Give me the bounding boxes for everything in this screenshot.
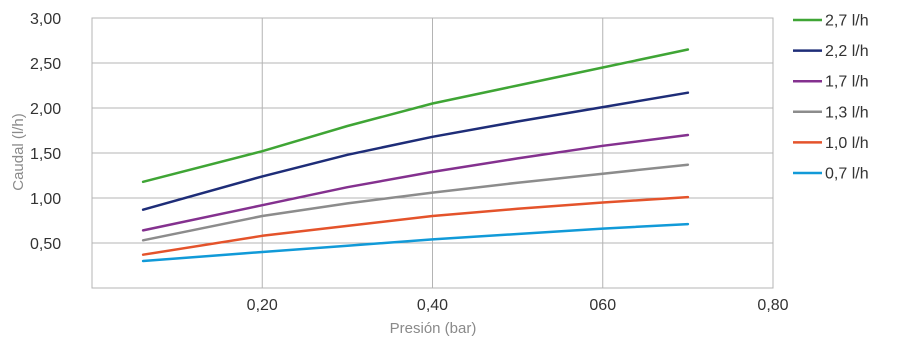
- plot-frame: [91, 17, 774, 289]
- series-line: [141, 195, 690, 256]
- series-line: [141, 48, 690, 184]
- y-tick-label: 2,50: [30, 56, 61, 73]
- series-lines: [141, 48, 690, 263]
- y-axis-title: Caudal (l/h): [10, 113, 27, 191]
- legend-label: 1,7 l/h: [825, 74, 869, 91]
- y-tick-label: 1,00: [30, 191, 61, 208]
- x-tick-label: 0,20: [247, 297, 278, 314]
- series-line: [141, 222, 690, 263]
- x-axis-title: Presión (bar): [390, 320, 477, 337]
- x-tick-labels: 0,20 0,40 060 0,80: [247, 297, 789, 314]
- legend-label: 0,7 l/h: [825, 166, 869, 183]
- y-tick-label: 3,00: [30, 11, 61, 28]
- series-line: [141, 133, 690, 232]
- y-tick-label: 2,00: [30, 101, 61, 118]
- x-tick-label: 0,80: [757, 297, 788, 314]
- series-line: [141, 91, 690, 211]
- legend-label: 2,7 l/h: [825, 13, 869, 30]
- y-tick-labels: 0,50 1,00 1,50 2,00 2,50 3,00: [30, 11, 61, 253]
- legend-label: 1,3 l/h: [825, 104, 869, 121]
- x-tick-label: 0,40: [417, 297, 448, 314]
- y-tick-label: 0,50: [30, 236, 61, 253]
- legend-label: 1,0 l/h: [825, 135, 869, 152]
- plot-border: [91, 17, 774, 289]
- y-tick-label: 1,50: [30, 146, 61, 163]
- legend-label: 2,2 l/h: [825, 43, 869, 60]
- series-line: [141, 163, 690, 242]
- x-tick-label: 060: [589, 297, 616, 314]
- legend: 2,7 l/h 2,2 l/h 1,7 l/h 1,3 l/h 1,0 l/h 0,7 l…: [793, 13, 869, 183]
